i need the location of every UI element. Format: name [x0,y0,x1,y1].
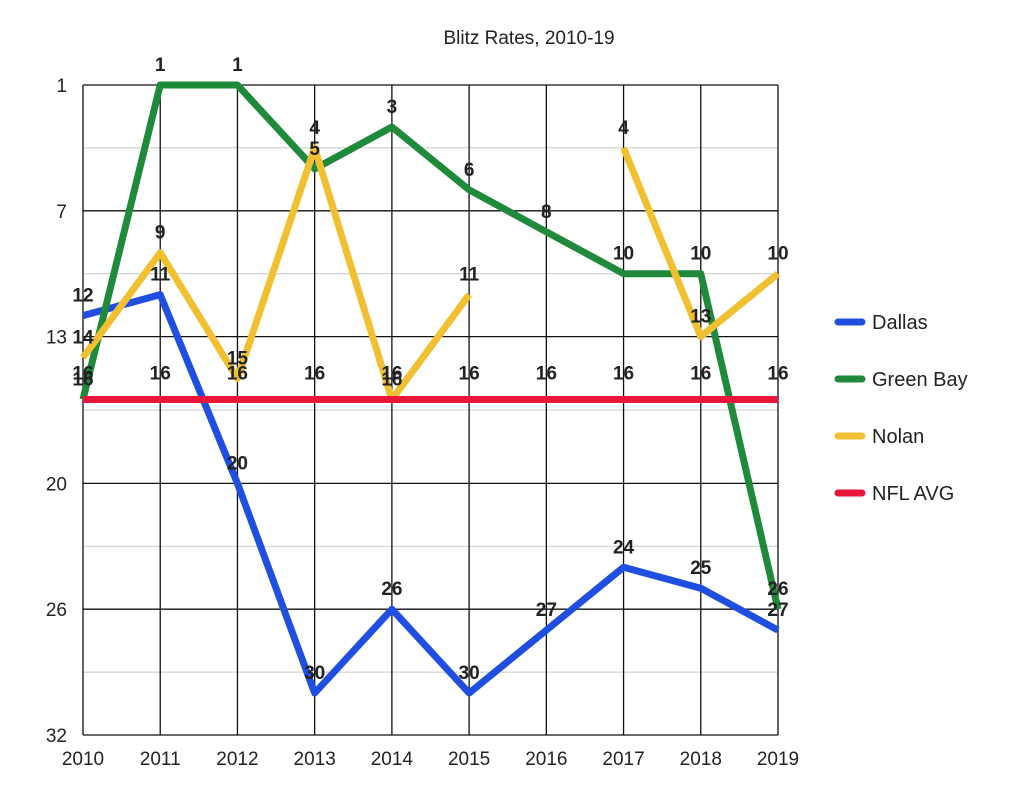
series-line-green-bay [79,81,782,610]
data-label: 16 [536,364,557,385]
x-tick-label: 2013 [294,749,336,770]
data-label: 10 [690,244,711,265]
data-label: 13 [690,307,711,328]
x-tick-label: 2011 [140,749,181,770]
data-label: 14 [72,328,94,349]
series-line-nolan [620,146,781,341]
legend-label: Green Bay [872,369,968,391]
data-label: 15 [227,349,249,370]
data-label: 3 [387,97,398,118]
y-tick-label: 20 [46,474,67,495]
grid [82,84,779,736]
data-label: 4 [309,118,320,139]
y-tick-label: 1 [56,76,67,97]
data-label: 16 [690,364,711,385]
data-label: 9 [155,223,166,244]
x-tick-label: 2014 [371,749,414,770]
legend-label: NFL AVG [872,483,954,505]
series-line-nolan [80,144,472,404]
data-label: 16 [150,364,171,385]
data-label: 16 [613,364,634,385]
data-label: 26 [381,579,402,600]
y-tick-label: 13 [46,328,67,349]
data-label: 11 [459,265,480,286]
data-label: 16 [72,364,93,385]
data-label: 16 [459,364,480,385]
legend-label: Nolan [872,426,924,448]
x-tick-label: 2017 [602,749,644,770]
data-label: 24 [613,537,635,558]
data-label: 30 [459,663,480,684]
data-label: 12 [72,286,93,307]
data-label: 4 [618,118,629,139]
data-label: 27 [767,600,788,621]
y-tick-label: 32 [46,726,67,747]
data-label: 16 [227,364,248,385]
x-tick-label: 2018 [680,749,722,770]
data-label: 26 [767,579,788,600]
x-tick-label: 2016 [525,749,567,770]
data-label: 16 [381,364,402,385]
data-label: 27 [536,600,557,621]
x-tick-label: 2012 [216,749,258,770]
data-label: 16 [72,370,93,391]
data-label: 16 [381,370,402,391]
series-lines [79,81,782,697]
data-label: 10 [767,244,788,265]
data-label: 20 [227,453,248,474]
x-tick-label: 2010 [62,749,104,770]
data-label: 1 [155,55,166,76]
data-label: 16 [304,364,325,385]
data-label: 10 [613,244,634,265]
series-line-dallas [82,291,780,697]
data-label: 6 [464,160,475,181]
data-label: 1 [232,55,243,76]
legend-label: Dallas [872,312,928,334]
data-label: 25 [690,558,712,579]
y-tick-label: 7 [56,202,67,223]
x-tick-label: 2019 [757,749,799,770]
data-label: 11 [150,265,171,286]
data-label: 5 [309,139,320,160]
chart-title: Blitz Rates, 2010-19 [443,28,614,49]
data-label: 16 [767,364,788,385]
x-tick-label: 2015 [448,749,490,770]
y-tick-label: 26 [46,600,67,621]
legend: Dallas Green Bay Nolan NFL AVG [834,312,968,505]
data-label: 30 [304,663,325,684]
data-label: 8 [541,202,552,223]
